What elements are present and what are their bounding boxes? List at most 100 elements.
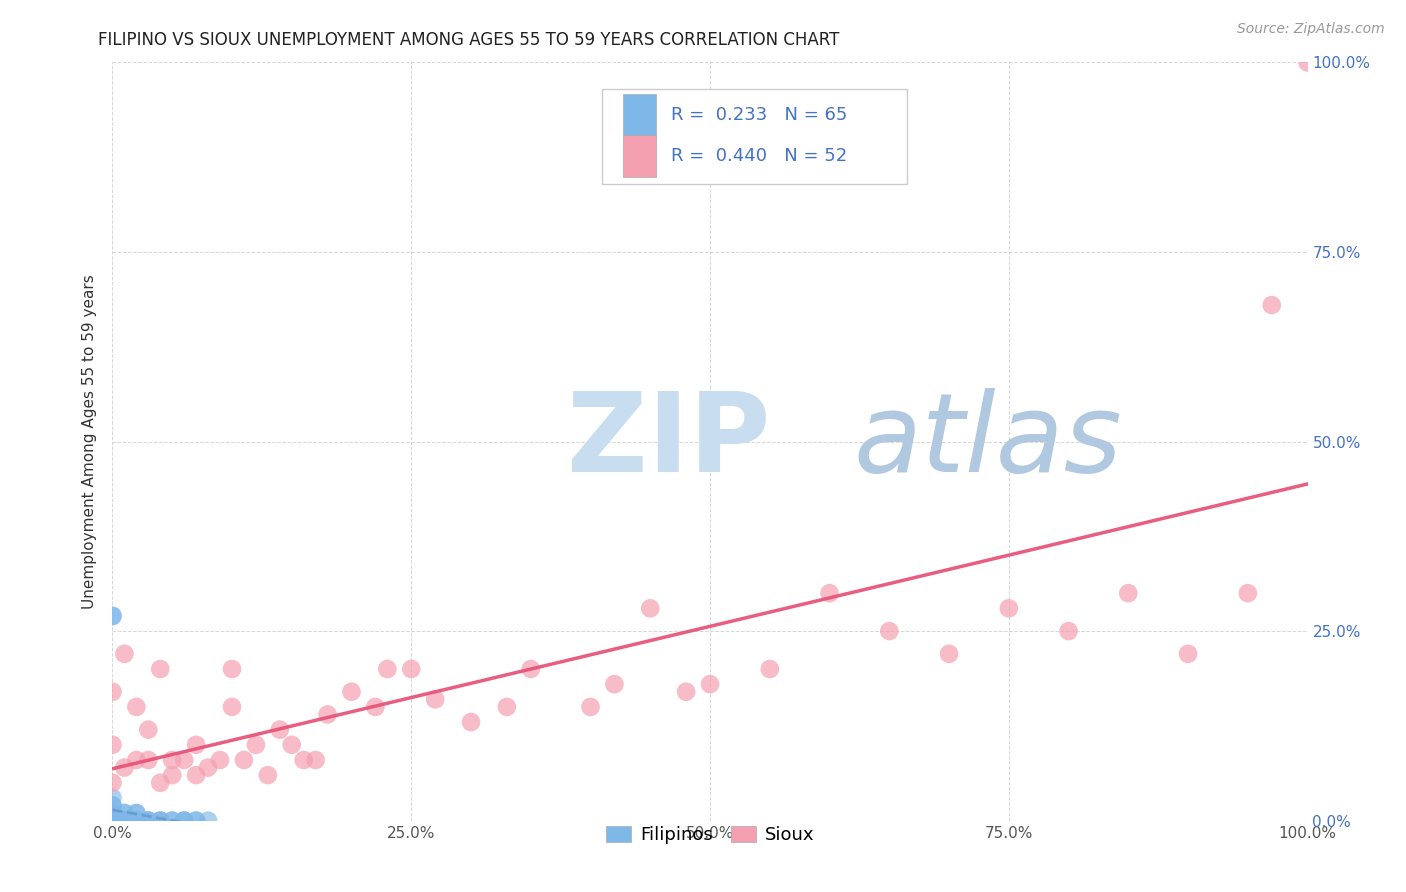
Point [186, 814, 208, 828]
Point [257, 768, 280, 782]
Point [209, 753, 232, 767]
Point [101, 806, 124, 821]
Point [640, 601, 662, 615]
Point [114, 814, 135, 828]
Point [101, 798, 124, 813]
Point [460, 715, 482, 730]
Point [101, 814, 124, 828]
Point [138, 814, 160, 828]
Point [101, 738, 124, 752]
FancyBboxPatch shape [623, 95, 657, 136]
Point [579, 699, 602, 714]
Point [101, 814, 124, 828]
Point [173, 814, 195, 828]
Point [305, 753, 328, 767]
Point [101, 685, 124, 699]
Point [125, 753, 148, 767]
Point [197, 814, 219, 828]
Point [101, 814, 124, 828]
Text: Source: ZipAtlas.com: Source: ZipAtlas.com [1237, 22, 1385, 37]
Point [101, 814, 124, 828]
Point [101, 814, 124, 828]
Point [101, 814, 124, 828]
Point [162, 753, 183, 767]
Point [149, 814, 172, 828]
Point [233, 753, 256, 767]
Point [316, 707, 339, 722]
Point [101, 814, 124, 828]
Point [101, 814, 124, 828]
Point [114, 647, 135, 661]
Point [101, 814, 124, 828]
Point [138, 814, 160, 828]
Point [675, 685, 697, 699]
Point [101, 814, 124, 828]
Point [245, 738, 267, 752]
Point [340, 685, 363, 699]
Point [101, 814, 124, 828]
Text: R =  0.440   N = 52: R = 0.440 N = 52 [671, 147, 846, 165]
Point [1296, 55, 1319, 70]
Text: R =  0.233   N = 65: R = 0.233 N = 65 [671, 106, 846, 124]
Point [101, 814, 124, 828]
Point [114, 814, 135, 828]
Point [425, 692, 447, 706]
Point [101, 814, 124, 828]
Point [101, 814, 124, 828]
Point [173, 814, 195, 828]
Point [101, 814, 124, 828]
Point [759, 662, 782, 676]
Point [101, 814, 124, 828]
Point [114, 760, 135, 774]
Point [138, 723, 160, 737]
Point [269, 723, 291, 737]
Point [149, 776, 172, 790]
Point [173, 814, 195, 828]
Point [101, 791, 124, 805]
Point [101, 806, 124, 821]
Point [292, 753, 315, 767]
Point [186, 814, 208, 828]
Point [364, 699, 387, 714]
Point [197, 760, 219, 774]
Point [101, 814, 124, 828]
Point [938, 647, 960, 661]
Point [496, 699, 519, 714]
Point [101, 814, 124, 828]
Point [186, 738, 208, 752]
Point [162, 768, 183, 782]
Point [101, 814, 124, 828]
FancyBboxPatch shape [623, 136, 657, 178]
Point [221, 699, 243, 714]
Text: FILIPINO VS SIOUX UNEMPLOYMENT AMONG AGES 55 TO 59 YEARS CORRELATION CHART: FILIPINO VS SIOUX UNEMPLOYMENT AMONG AGE… [98, 31, 839, 49]
Point [114, 814, 135, 828]
Point [125, 814, 148, 828]
Point [1057, 624, 1080, 639]
Point [114, 806, 135, 821]
Point [114, 814, 135, 828]
Point [138, 814, 160, 828]
Point [101, 814, 124, 828]
Point [281, 738, 304, 752]
Point [101, 814, 124, 828]
Point [101, 814, 124, 828]
Point [1118, 586, 1140, 600]
Point [1261, 298, 1284, 312]
Point [162, 814, 183, 828]
Point [186, 768, 208, 782]
Point [125, 814, 148, 828]
Text: atlas: atlas [853, 388, 1122, 495]
FancyBboxPatch shape [603, 89, 907, 184]
Point [101, 814, 124, 828]
Point [818, 586, 841, 600]
Point [221, 662, 243, 676]
Point [101, 814, 124, 828]
Point [1177, 647, 1199, 661]
Point [162, 814, 183, 828]
Point [101, 814, 124, 828]
Point [101, 814, 124, 828]
Point [114, 806, 135, 821]
Point [101, 814, 124, 828]
Point [603, 677, 626, 691]
Point [377, 662, 399, 676]
